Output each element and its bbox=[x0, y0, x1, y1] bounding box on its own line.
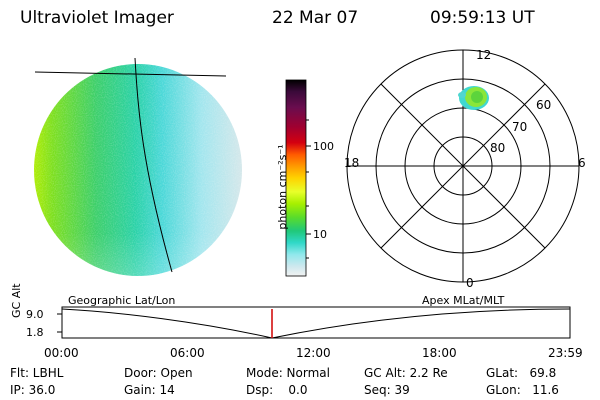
gain-status: Gain: 14 bbox=[124, 383, 175, 397]
x-tick-2359: 23:59 bbox=[548, 346, 583, 360]
disk-longitude-line bbox=[134, 57, 173, 273]
x-tick-0600: 06:00 bbox=[170, 346, 205, 360]
door-status: Door: Open bbox=[124, 366, 193, 380]
sequence-status: Seq: 39 bbox=[364, 383, 410, 397]
mlt-label-18: 18 bbox=[344, 156, 360, 170]
y-axis-title: GC Alt bbox=[10, 283, 23, 318]
colorbar-tick-100: 100 bbox=[313, 140, 334, 153]
instrument-title: Ultraviolet Imager bbox=[20, 8, 174, 28]
gc-alt-status: GC Alt: 2.2 Re bbox=[364, 366, 448, 380]
colorbar-tick-10: 10 bbox=[313, 228, 327, 241]
dsp-status: Dsp: 0.0 bbox=[246, 383, 308, 397]
x-tick-1200: 12:00 bbox=[296, 346, 331, 360]
glat-status: GLat: 69.8 bbox=[486, 366, 557, 380]
mode-status: Mode: Normal bbox=[246, 366, 330, 380]
y-tick-9: 9.0 bbox=[26, 308, 44, 321]
mlt-label-0: 0 bbox=[466, 276, 474, 290]
lat-label-80: 80 bbox=[490, 141, 506, 155]
x-tick-0000: 00:00 bbox=[44, 346, 79, 360]
y-tick-1-8: 1.8 bbox=[26, 326, 44, 339]
date-label: 22 Mar 07 bbox=[272, 8, 359, 28]
apex-caption: Apex MLat/MLT bbox=[422, 294, 505, 307]
disk-latitude-line bbox=[34, 71, 227, 77]
filter-status: Flt: LBHL bbox=[10, 366, 64, 380]
time-label: 09:59:13 UT bbox=[430, 8, 535, 28]
mlt-label-12: 12 bbox=[476, 48, 492, 62]
x-tick-1800: 18:00 bbox=[422, 346, 457, 360]
geographic-caption: Geographic Lat/Lon bbox=[68, 294, 176, 307]
ip-status: IP: 36.0 bbox=[10, 383, 56, 397]
glon-status: GLon: 11.6 bbox=[486, 383, 559, 397]
aurora-spot bbox=[458, 86, 489, 110]
mlt-label-6: 6 bbox=[578, 156, 586, 170]
lat-label-60: 60 bbox=[536, 98, 552, 112]
lat-label-70: 70 bbox=[512, 120, 528, 134]
